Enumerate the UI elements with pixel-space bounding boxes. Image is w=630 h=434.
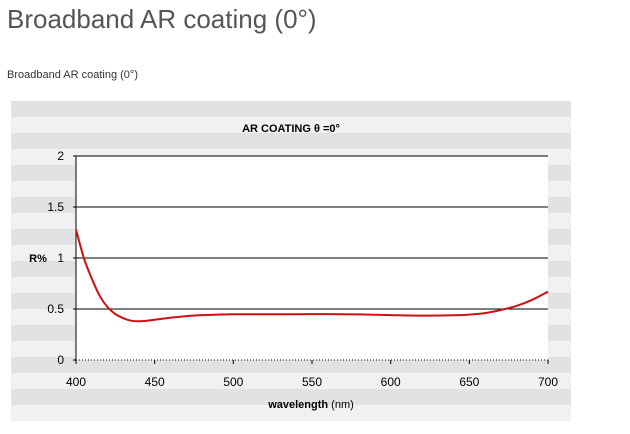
x-axis-label: wavelength (nm) [267, 399, 354, 411]
x-axis-label-name: wavelength [267, 399, 328, 411]
chart-title: AR COATING θ =0° [242, 123, 340, 135]
background-band [11, 133, 571, 149]
reflectance-series-line [75, 229, 549, 323]
x-tick-label: 450 [145, 375, 165, 389]
chart-caption: Broadband AR coating (0°) [7, 69, 138, 81]
x-axis-label-unit: (nm) [328, 399, 354, 411]
background-band [11, 357, 571, 373]
y-tick-label: 1.5 [47, 200, 64, 214]
x-tick-labels: 400 450 500 550 600 650 700 [66, 375, 558, 389]
page-title: Broadband AR coating (0°) [7, 4, 317, 34]
background-band [11, 101, 571, 117]
chart-panel: AR COATING θ =0° 0 0.5 1 1.5 2 400 450 500 550 6… [11, 101, 571, 421]
x-tick-label: 500 [223, 375, 243, 389]
x-tick-label: 600 [381, 375, 401, 389]
background-band [11, 117, 571, 133]
y-tick-label: 0.5 [47, 302, 64, 316]
background-band [11, 405, 571, 421]
y-axis-label: R% [29, 253, 47, 265]
y-tick-label: 0 [57, 353, 64, 367]
background-band [11, 373, 571, 389]
background-band [11, 389, 571, 405]
x-tick-label: 400 [66, 375, 86, 389]
reflectance-chart: AR COATING θ =0° 0 0.5 1 1.5 2 400 450 500 550 6… [11, 101, 571, 421]
x-tick-label: 550 [302, 375, 322, 389]
y-tick-labels: 0 0.5 1 1.5 2 [47, 149, 64, 367]
grid-lines [76, 155, 548, 310]
x-tick-label: 650 [459, 375, 479, 389]
axes [73, 155, 549, 364]
x-tick-label: 700 [538, 375, 558, 389]
y-tick-label: 1 [57, 251, 64, 265]
series-layer [75, 229, 549, 323]
y-tick-label: 2 [57, 149, 64, 163]
